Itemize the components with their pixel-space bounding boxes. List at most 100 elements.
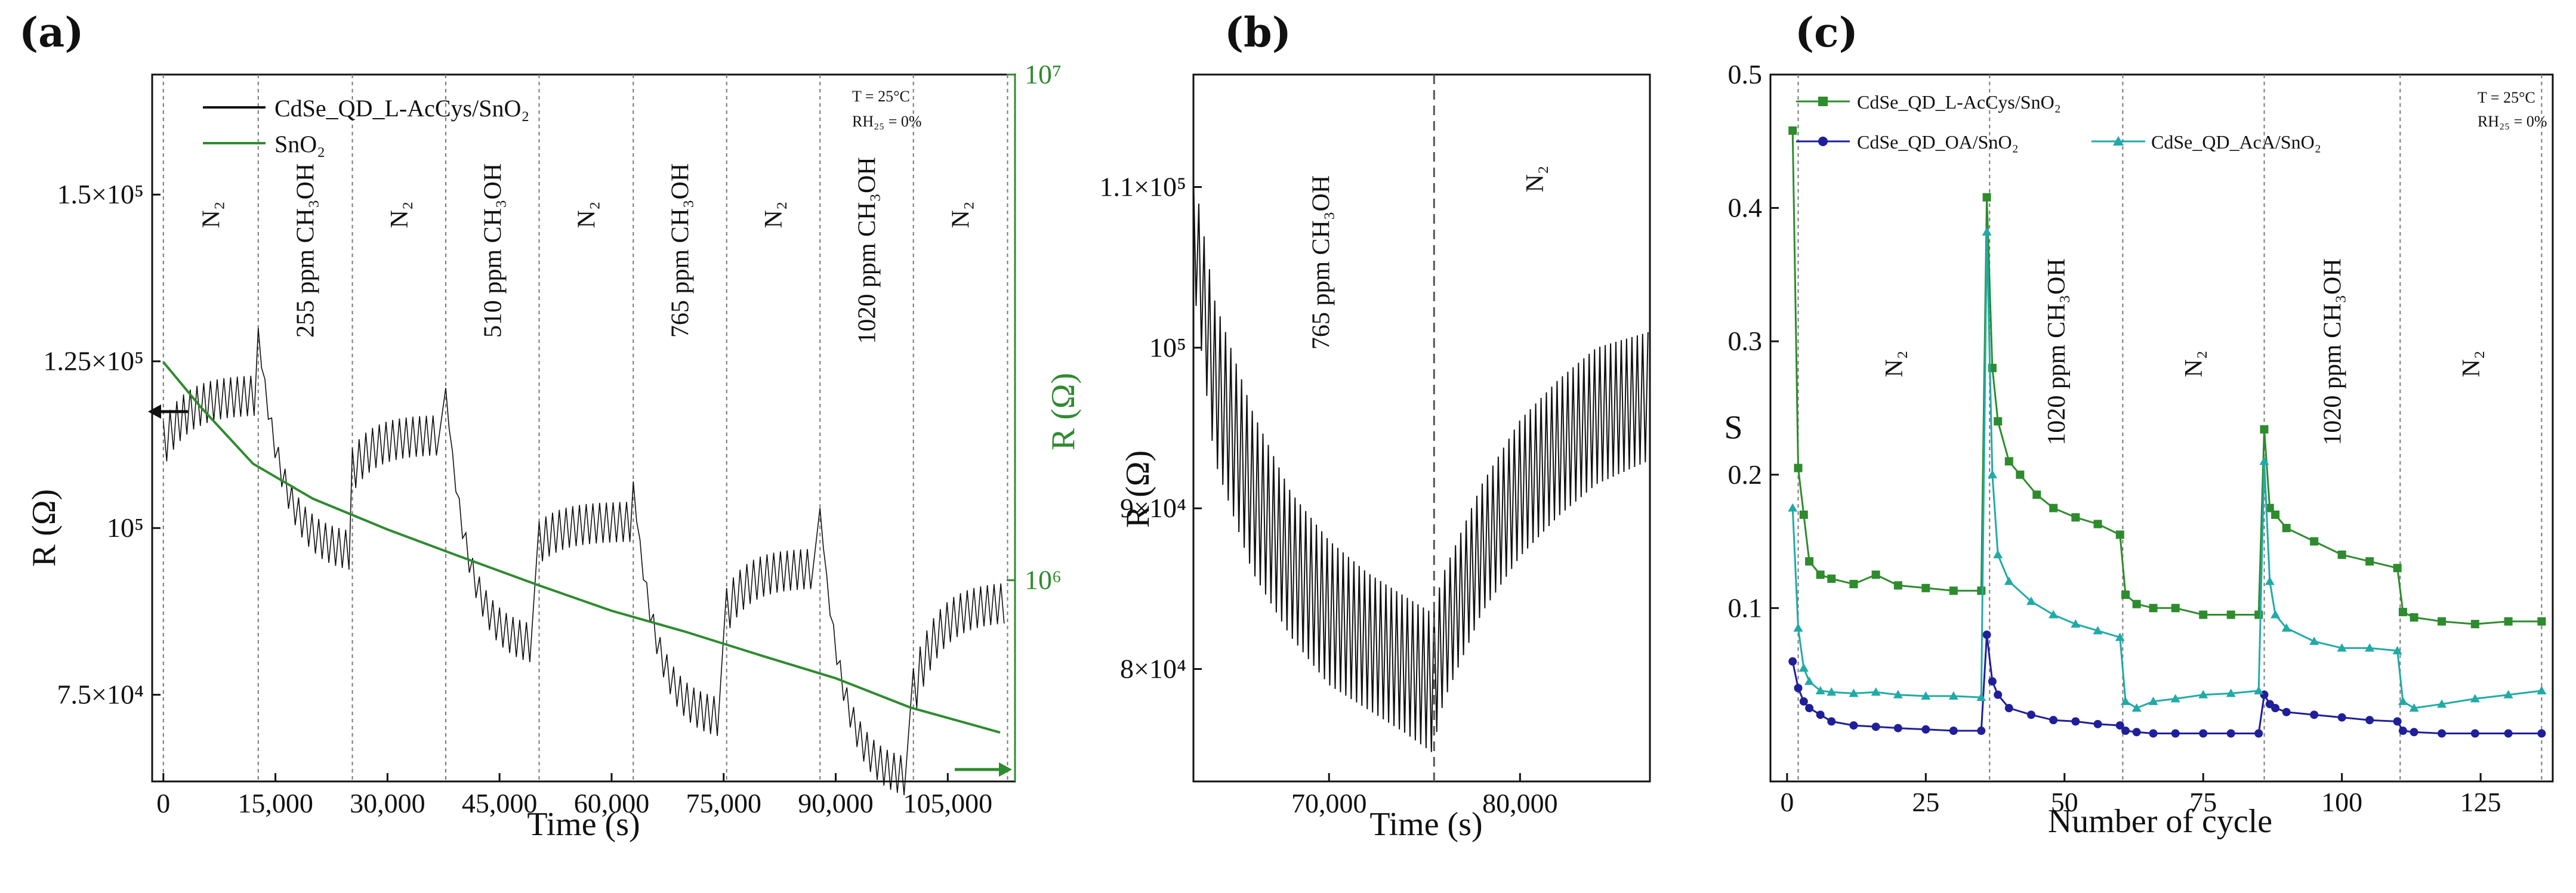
panel-c: (c) N₂ 1020 ppm CH₃OH N₂ 1020 ppm CH₃OH N₂ 0… [1724,9,2554,840]
point-circle [1994,690,2003,699]
point-square [2410,613,2418,622]
point-square [1799,510,1808,519]
point-circle [2282,707,2291,716]
point-triangle [2365,643,2375,652]
segment-label-7: 1020 ppm CH₃OH [853,157,881,344]
point-square [1794,464,1803,472]
segment-label-1: N₂ [1522,166,1549,193]
series-0 [1788,126,2546,629]
y-left-tick-label-1: 10⁵ [107,512,144,543]
point-triangle [1798,663,1809,672]
x-tick-label-3: 45,000 [462,788,538,818]
point-circle [1799,697,1808,706]
series-cdse-l-accys-zoom [1193,171,1649,752]
point-square [2438,617,2447,626]
point-square [2004,457,2013,466]
x-tick-label-6: 90,000 [798,788,874,818]
point-square [1982,193,1991,202]
point-square [2265,503,2274,512]
y-right-tick-label-1: 10⁷ [1025,59,1062,89]
series-line-1 [1791,634,2542,734]
panel-c-series [1788,126,2547,738]
point-square [2199,610,2208,619]
segment-label-5: 765 ppm CH₃OH [667,163,695,338]
y-tick-label-2: 0.3 [1728,326,1763,356]
panel-c-segment-labels: N₂ 1020 ppm CH₃OH N₂ 1020 ppm CH₃OH N₂ [1881,258,2485,445]
point-circle [2504,729,2513,738]
y-tick-label-1: 9×10⁴ [1120,493,1186,523]
x-tick-label-2: 50 [2051,787,2078,817]
legend-label-cdse-l-accys: CdSe_QD_L-AcCys/SnO₂ [274,95,529,122]
series-cdse-l-accys [163,327,1005,796]
panel-a-condition-humidity: RH₂₅ = 0% [852,113,922,130]
point-square [2049,503,2058,512]
point-square [2260,425,2269,434]
segment-label-2: N₂ [386,202,414,228]
point-square [1827,574,1836,583]
panel-b-x-ticks: 70,000 80,000 [1291,773,1558,818]
point-triangle [1993,549,2003,558]
point-triangle [2409,703,2419,712]
y-tick-label-0: 8×10⁴ [1120,653,1186,684]
point-triangle [2071,619,2081,628]
point-triangle [2026,597,2036,605]
y-left-tick-label-3: 1.5×10⁵ [57,179,144,209]
panel-a-segment-labels: N₂ 255 ppm CH₃OH N₂ 510 ppm CH₃OH N₂ 765 ppm … [198,157,974,344]
point-square [2254,610,2263,619]
point-circle [2254,729,2263,738]
point-circle [2337,713,2346,722]
point-circle [2071,717,2080,726]
segment-label-1: 255 ppm CH₃OH [292,163,320,338]
point-triangle [2049,610,2059,619]
panel-b-x-axis-label: Time (s) [1369,806,1482,843]
point-square [2337,550,2346,559]
point-circle [2410,728,2418,737]
legend-entry-l-accys: CdSe_QD_L-AcCys/SnO₂ [1796,91,2061,113]
point-circle [2398,727,2407,736]
point-triangle [1921,691,1931,700]
y-tick-label-4: 0.5 [1728,59,1763,89]
point-triangle [2470,694,2480,703]
panel-a-y-left-ticks: 7.5×10⁴ 10⁵ 1.25×10⁵ 1.5×10⁵ [44,179,161,710]
panel-b-y-axis-label: R (Ω) [1119,450,1156,528]
point-square [1893,581,1902,590]
point-triangle [2131,703,2142,712]
series-sno2 [162,361,1001,734]
panel-a-y-right-axis-label: R (Ω) [1045,373,1082,450]
point-square [2504,617,2513,626]
point-triangle [2281,623,2291,632]
segment-label-6: N₂ [760,202,788,228]
y-tick-label-3: 1.1×10⁵ [1100,172,1186,202]
panel-a-right-arrow [955,762,1012,777]
point-triangle [2337,643,2347,652]
point-square [2032,490,2041,499]
point-square [2310,537,2319,546]
point-circle [2149,729,2158,738]
point-square [2171,604,2180,613]
point-triangle [1804,676,1815,685]
point-triangle [1849,688,1859,697]
point-triangle [2004,576,2014,585]
segment-label-4: N₂ [2458,351,2485,378]
point-triangle [2170,694,2180,703]
point-circle [1816,710,1825,719]
panel-c-condition-humidity: RH₂₅ = 0% [2478,113,2547,130]
point-triangle [1827,687,1837,696]
point-circle [1977,727,1986,736]
point-square [1849,580,1858,589]
panel-b-segment-labels: 765 ppm CH₃OH N₂ [1307,166,1548,350]
legend-entry-aca: CdSe_QD_AcA/SnO₂ [2091,131,2321,153]
legend-marker-circle [1818,137,1828,146]
panel-c-legend: CdSe_QD_L-AcCys/SnO₂ CdSe_QD_OA/SnO₂ CdS… [1796,91,2321,153]
point-circle [2199,729,2208,738]
point-square [2282,524,2291,533]
point-square [2149,604,2158,613]
point-square [2071,513,2080,522]
point-triangle [2226,688,2236,697]
legend-label-sno2: SnO₂ [274,131,325,157]
panel-a-frame [151,73,1016,783]
point-circle [1893,724,1902,733]
point-triangle [2392,645,2402,654]
panel-b-label: (b) [1224,9,1291,57]
